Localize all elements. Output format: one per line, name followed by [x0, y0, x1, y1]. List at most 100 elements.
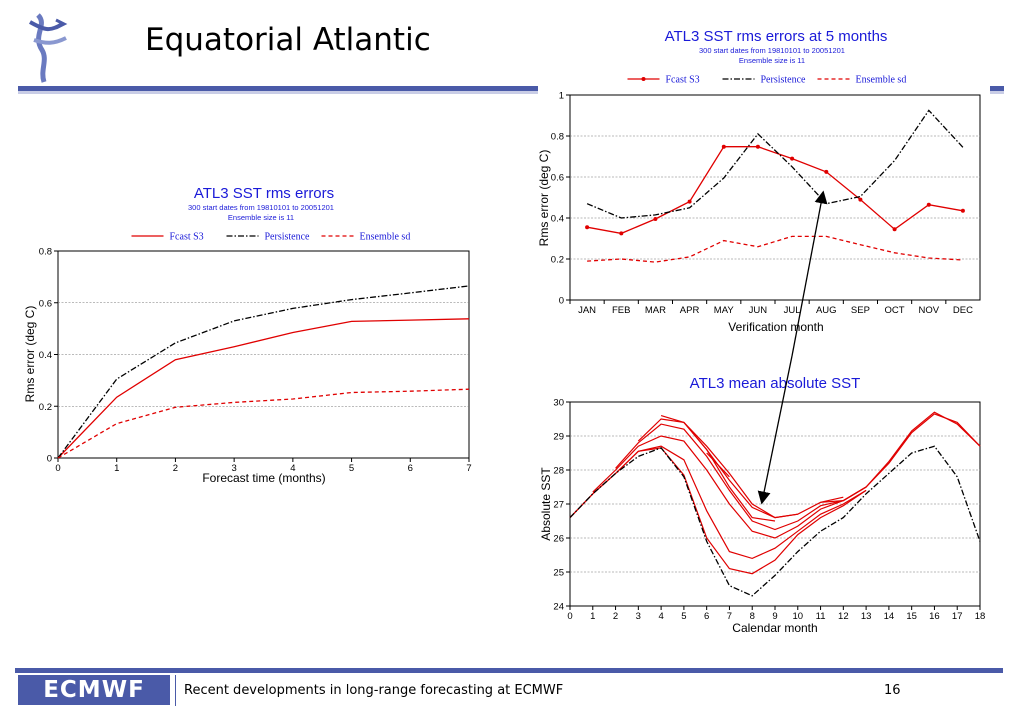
legend-label-0: Fcast S3 [666, 75, 700, 86]
chart1-frame [57, 250, 470, 459]
chart2-xtick-label: MAY [714, 305, 735, 316]
chart3-xtick-label: 8 [750, 611, 755, 622]
chart1-subtitle-2: Ensemble size is 11 [228, 213, 294, 222]
legend-label-1: Persistence [265, 232, 311, 243]
chart3-xtick-label: 15 [906, 611, 917, 622]
chart3-xtick-label: 1 [590, 611, 595, 622]
chart2-subtitle-2: Ensemble size is 11 [739, 56, 805, 65]
chart2-ytick-label: 0 [559, 296, 564, 307]
legend-label-0: Fcast S3 [170, 232, 204, 243]
chart1-xtick-label: 0 [55, 463, 60, 474]
chart3-forecast-line [569, 447, 867, 575]
chart1-xtick-label: 1 [114, 463, 119, 474]
chart3-ylabel: Absolute SST [539, 467, 553, 541]
chart3-xlabel: Calendar month [732, 621, 817, 635]
chart2-xtick-label: OCT [885, 305, 905, 316]
chart1-ytick-label: 0.8 [39, 247, 52, 258]
chart2-xtick-label: JUN [749, 305, 768, 316]
chart2-series-point [585, 225, 590, 230]
chart3-forecast-line [842, 411, 981, 502]
chart2-header: ATL3 SST rms errors at 5 months 300 star… [665, 28, 888, 65]
chart3-forecast-line [569, 445, 867, 560]
footer-bar [15, 668, 1003, 673]
chart3-ytick-label: 27 [553, 500, 564, 511]
chart2-ytick-label: 0.8 [551, 132, 564, 143]
chart1-header: ATL3 SST rms errors 300 start dates from… [188, 185, 334, 222]
charts-canvas: ATL3 SST rms errors 300 start dates from… [23, 28, 985, 635]
chart1-series-line [57, 285, 470, 459]
legend-marker-0 [641, 77, 646, 81]
chart3-xtick-label: 12 [838, 611, 849, 622]
chart3-xtick-label: 9 [772, 611, 777, 622]
chart1-ytick-label: 0 [47, 454, 52, 465]
legend-label-2: Ensemble sd [360, 232, 411, 243]
chart2-series-line [586, 146, 964, 235]
chart2-ytick-label: 0.2 [551, 255, 564, 266]
chart1-xlabel: Forecast time (months) [202, 471, 325, 485]
ecmwf-logo: ECMWF [18, 675, 170, 705]
chart2-xtick-label: APR [680, 305, 700, 316]
chart3-observed-line [569, 445, 981, 597]
chart3-xtick-label: 6 [704, 611, 709, 622]
chart2-series-point [721, 144, 726, 149]
chart3-xtick-label: 2 [613, 611, 618, 622]
chart3-forecast-line [683, 422, 776, 522]
chart2-series-line [587, 235, 963, 263]
chart3-xtick-label: 7 [727, 611, 732, 622]
ecmwf-logo-text: ECMWF [43, 677, 145, 703]
annotation-arrow [757, 190, 828, 505]
annotation-arrow-line-lower [757, 355, 793, 505]
chart2-xlabel: Verification month [728, 320, 823, 334]
chart3-forecast-line [592, 435, 867, 539]
chart1-series-line [57, 388, 470, 459]
chart2-series-line [586, 109, 964, 219]
chart1-series-line [57, 318, 470, 459]
chart2-xtick-label: NOV [918, 305, 939, 316]
page-number: 16 [884, 683, 901, 698]
chart1-xtick-label: 3 [231, 463, 236, 474]
chart1-ytick-label: 0.6 [39, 298, 52, 309]
chart3-forecast-line [637, 418, 844, 519]
chart2-series-point [960, 208, 965, 213]
chart2-xtick-label: AUG [816, 305, 837, 316]
chart2-series-point [858, 197, 863, 202]
chart2-xtick-label: JAN [578, 305, 596, 316]
chart2-series-point [653, 217, 658, 221]
chart3-ytick-label: 26 [553, 534, 564, 545]
chart3-title: ATL3 mean absolute SST [690, 375, 861, 392]
chart2-series-point [926, 202, 931, 207]
chart2-xtick-label: DEC [953, 305, 973, 316]
chart3-xtick-label: 13 [861, 611, 872, 622]
page-title: Equatorial Atlantic [145, 22, 431, 58]
chart2-ytick-label: 0.6 [551, 173, 564, 184]
chart3-xtick-label: 14 [884, 611, 895, 622]
legend-label-1: Persistence [761, 75, 807, 86]
chart2-plot: 0 0.2 0.4 0.6 0.8 1 JAN FEB MAR APR MAY JUN JUL AUG SE… [551, 91, 981, 316]
chart3-ytick-label: 25 [553, 568, 564, 579]
chart3-ytick-label: 24 [553, 602, 564, 613]
chart2-ytick-label: 1 [559, 91, 564, 102]
chart1-ytick-label: 0.4 [39, 350, 52, 361]
chart2-series-point [824, 169, 829, 174]
chart2-xtick-label: SEP [851, 305, 870, 316]
chart3-ytick-label: 30 [553, 398, 564, 409]
chart3-ytick-label: 29 [553, 432, 564, 443]
legend-label-2: Ensemble sd [856, 75, 907, 86]
chart1-xtick-label: 6 [408, 463, 413, 474]
chart1-ylabel: Rms error (deg C) [23, 306, 37, 403]
chart2-xtick-label: MAR [645, 305, 666, 316]
chart2-series-point [687, 199, 692, 204]
chart3-ytick-label: 28 [553, 466, 564, 477]
footer-text: Recent developments in long-range foreca… [184, 683, 564, 698]
chart1-legend: Fcast S3 Persistence Ensemble sd [131, 232, 411, 243]
annotation-arrow-line [791, 190, 828, 357]
chart1-plot: 0 0.2 0.4 0.6 0.8 0 1 2 3 4 5 6 7 [39, 247, 472, 475]
chart1-title: ATL3 SST rms errors [194, 185, 334, 202]
chart3-forecast-line [660, 415, 798, 519]
chart3-xtick-label: 18 [975, 611, 986, 622]
chart3-xtick-label: 10 [792, 611, 803, 622]
chart2-frame [569, 94, 981, 301]
chart2-subtitle-1: 300 start dates from 19810101 to 2005120… [699, 46, 845, 55]
